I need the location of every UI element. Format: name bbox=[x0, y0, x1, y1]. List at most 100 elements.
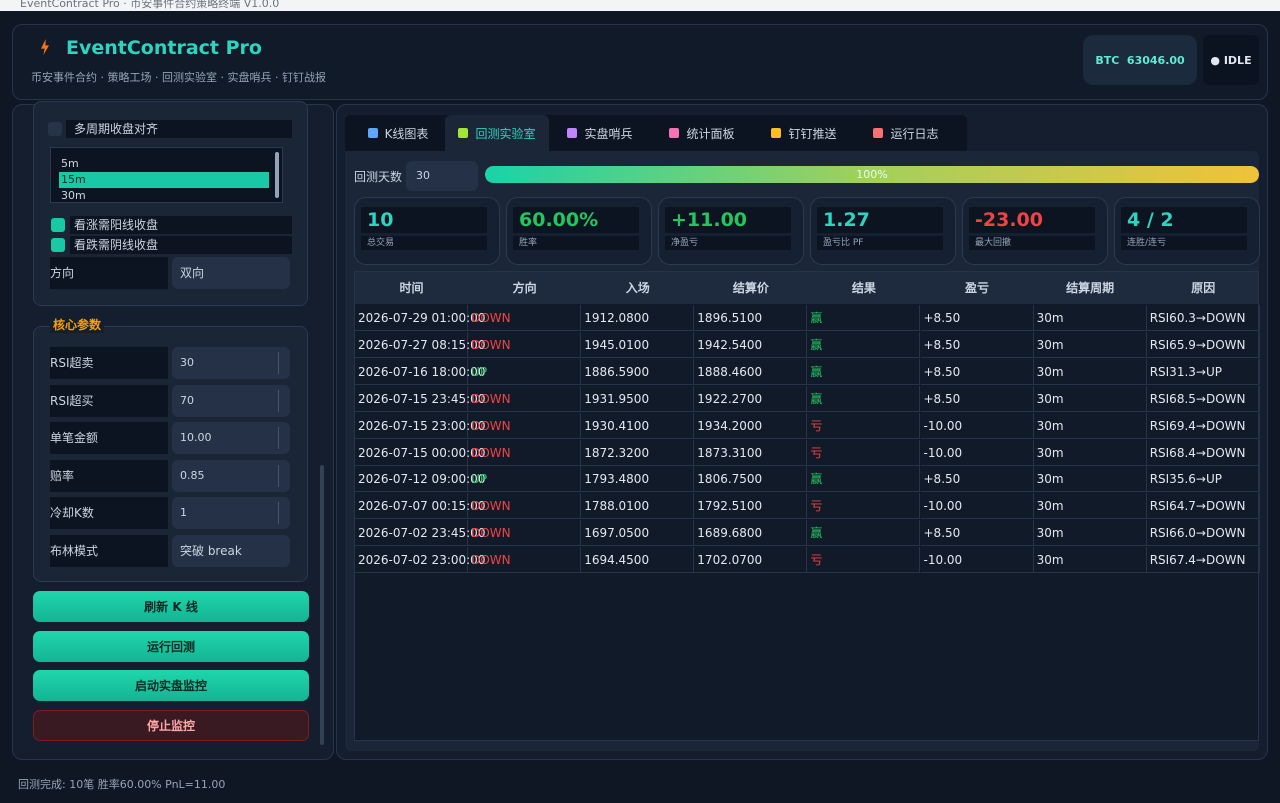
checkbox-checked[interactable] bbox=[51, 238, 65, 252]
table-cell: +8.50 bbox=[920, 466, 1034, 493]
logo-icon bbox=[41, 39, 49, 55]
tab-icon bbox=[873, 128, 884, 138]
period-item[interactable]: 15m bbox=[59, 172, 269, 188]
tab-icon bbox=[669, 128, 680, 138]
tab[interactable]: 钉钉推送 bbox=[753, 115, 855, 151]
tab[interactable]: K线图表 bbox=[351, 115, 445, 151]
period-list[interactable]: 5m 15m 30m bbox=[50, 147, 283, 203]
table-cell: 2026-07-15 23:00:00 bbox=[355, 412, 485, 439]
align-check-label[interactable]: 多周期收盘对齐 bbox=[66, 120, 292, 138]
tab-icon bbox=[567, 128, 578, 138]
stat-label: 连胜/连亏 bbox=[1121, 236, 1247, 250]
param-input[interactable]: 0.85 bbox=[172, 459, 290, 492]
spin-buttons[interactable] bbox=[278, 427, 286, 449]
stat-card: 4 / 2 连胜/连亏 bbox=[1114, 197, 1260, 265]
checkbox-checked[interactable] bbox=[51, 218, 65, 232]
main-panel: K线图表 回测实验室 实盘哨兵 统计面板 钉钉推送 运行日志 回测天数 30 100% 10 总交易… bbox=[336, 104, 1268, 760]
spin-buttons[interactable] bbox=[278, 502, 286, 524]
column-header[interactable]: 原因 bbox=[1191, 281, 1216, 295]
table-cell: 1945.0100 bbox=[581, 331, 695, 358]
table-cell: UP bbox=[468, 466, 582, 493]
stat-value: 1.27 bbox=[817, 207, 943, 233]
tab-label[interactable]: 钉钉推送 bbox=[788, 126, 837, 141]
table-cell: 1896.5100 bbox=[694, 305, 808, 331]
tab-label[interactable]: 回测实验室 bbox=[475, 126, 536, 141]
column-header[interactable]: 盈亏 bbox=[965, 281, 990, 295]
action-button[interactable]: 刷新 K 线 bbox=[33, 591, 309, 622]
tab[interactable]: 运行日志 bbox=[855, 115, 957, 151]
table-cell: 1930.4100 bbox=[581, 412, 695, 439]
stat-label: 最大回撤 bbox=[969, 236, 1095, 250]
table-cell: 1689.6800 bbox=[694, 520, 808, 547]
progress-fill bbox=[485, 166, 1259, 183]
stat-value: 10 bbox=[361, 207, 487, 233]
tab[interactable]: 回测实验室 bbox=[445, 115, 549, 151]
tab-label[interactable]: 实盘哨兵 bbox=[584, 126, 633, 141]
table-cell: 1934.2000 bbox=[694, 412, 808, 439]
tab[interactable]: 实盘哨兵 bbox=[549, 115, 651, 151]
table-cell: DOWN bbox=[468, 547, 582, 574]
checkbox[interactable] bbox=[48, 122, 62, 136]
param-label: 单笔金额 bbox=[50, 422, 168, 454]
table-cell: +8.50 bbox=[920, 520, 1034, 547]
tab[interactable]: 统计面板 bbox=[651, 115, 753, 151]
tab-icon bbox=[458, 128, 469, 138]
days-input[interactable]: 30 bbox=[406, 161, 478, 191]
param-label: RSI超卖 bbox=[50, 347, 168, 379]
direction-select[interactable]: 双向 bbox=[172, 257, 290, 289]
table-cell: 1942.5400 bbox=[694, 331, 808, 358]
param-input[interactable]: 1 bbox=[172, 497, 290, 529]
check-label[interactable]: 看涨需阳线收盘 bbox=[70, 216, 292, 234]
column-header[interactable]: 入场 bbox=[625, 281, 650, 295]
table-cell: 1702.0700 bbox=[694, 547, 808, 574]
column-header[interactable]: 结算价 bbox=[732, 281, 769, 295]
spin-buttons[interactable] bbox=[278, 352, 286, 374]
table-cell: DOWN bbox=[468, 520, 582, 547]
table-cell: RSI67.4→DOWN bbox=[1146, 547, 1260, 574]
spin-buttons[interactable] bbox=[278, 464, 286, 487]
column-header[interactable]: 结果 bbox=[851, 281, 876, 295]
param-input[interactable]: 突破 break bbox=[172, 534, 290, 567]
table-cell: RSI66.0→DOWN bbox=[1146, 520, 1260, 547]
tab-label[interactable]: K线图表 bbox=[384, 126, 429, 141]
table-cell: +8.50 bbox=[920, 358, 1034, 385]
table-cell: DOWN bbox=[468, 493, 582, 520]
tab-label[interactable]: 统计面板 bbox=[686, 126, 735, 141]
period-item[interactable]: 5m bbox=[61, 157, 79, 170]
sidebar: 多周期收盘对齐 5m 15m 30m 看涨需阳线收盘 看跌需阴线收盘 方向 双向 RSI超卖 30… bbox=[12, 101, 334, 760]
param-input[interactable]: 30 bbox=[172, 347, 290, 379]
param-input[interactable]: 10.00 bbox=[172, 422, 290, 454]
table-cell: 2026-07-16 18:00:00 bbox=[355, 358, 485, 385]
param-label: 冷却K数 bbox=[50, 497, 168, 529]
table-cell: DOWN bbox=[468, 439, 582, 466]
stat-value: +11.00 bbox=[665, 207, 791, 233]
spin-buttons[interactable] bbox=[278, 389, 286, 412]
table-cell: RSI60.3→DOWN bbox=[1146, 305, 1260, 331]
stat-card: +11.00 净盈亏 bbox=[658, 197, 804, 265]
table-cell: 1792.5100 bbox=[694, 493, 808, 520]
tab-label[interactable]: 运行日志 bbox=[890, 126, 939, 141]
table-cell: 1806.7500 bbox=[694, 466, 808, 493]
table-cell: 赢 bbox=[807, 358, 921, 385]
table-cell: 2026-07-15 00:00:00 bbox=[355, 439, 485, 466]
table-cell: 赢 bbox=[807, 385, 921, 412]
column-header[interactable]: 时间 bbox=[399, 281, 424, 295]
title-bar: EventContract Pro · 币安事件合约策略终端 V1.0.0 bbox=[0, 0, 1280, 11]
action-button[interactable]: 运行回测 bbox=[33, 630, 309, 662]
table-cell: 1931.9500 bbox=[581, 385, 695, 412]
column-header[interactable]: 方向 bbox=[512, 281, 537, 295]
table-cell: +8.50 bbox=[920, 385, 1034, 412]
action-button[interactable]: 停止监控 bbox=[33, 709, 309, 741]
period-item[interactable]: 30m bbox=[61, 189, 86, 202]
check-label[interactable]: 看跌需阴线收盘 bbox=[70, 236, 292, 254]
table-cell: -10.00 bbox=[920, 412, 1034, 439]
scrollbar[interactable] bbox=[320, 465, 324, 745]
column-header[interactable]: 结算周期 bbox=[1066, 281, 1115, 295]
action-button[interactable]: 启动实盘监控 bbox=[33, 670, 309, 701]
stat-label: 总交易 bbox=[361, 236, 487, 250]
table-header bbox=[355, 272, 1258, 304]
param-input[interactable]: 70 bbox=[172, 384, 290, 417]
param-label: RSI超买 bbox=[50, 384, 168, 417]
tab-icon bbox=[367, 128, 378, 138]
